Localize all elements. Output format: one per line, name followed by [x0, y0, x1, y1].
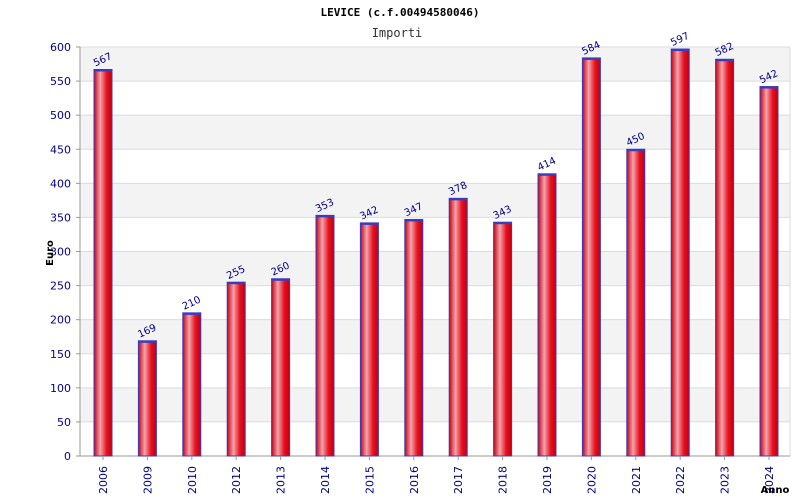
bar-top-edge [493, 222, 512, 225]
bar-rect [359, 222, 379, 457]
bar-top-edge [626, 149, 645, 152]
y-tick-label: 250 [50, 280, 71, 293]
bar-2017 [448, 197, 468, 457]
bar-2016 [404, 218, 424, 457]
bar-rect [715, 58, 735, 457]
bar-2009 [137, 340, 157, 457]
x-tick-label: 2020 [585, 466, 598, 494]
y-tick-label: 500 [50, 109, 71, 122]
bar-2022 [670, 48, 690, 457]
bar-rect [626, 148, 646, 457]
bar-rect [448, 197, 468, 457]
bar-2021 [626, 148, 646, 457]
bar-top-edge [182, 312, 201, 315]
bar-rect [182, 312, 202, 457]
bar-2023 [715, 58, 735, 457]
x-tick-label: 2023 [719, 466, 732, 494]
x-tick-label: 2006 [97, 466, 110, 494]
bar-value-label: 414 [536, 156, 558, 174]
x-tick-label: 2012 [230, 466, 243, 494]
chart-subtitle: Importi [372, 26, 423, 40]
y-tick-label: 450 [50, 143, 71, 156]
bar-rect [537, 173, 557, 457]
y-tick-label: 50 [57, 416, 71, 429]
y-tick-label: 300 [50, 246, 71, 259]
bar-2006 [93, 68, 113, 457]
bar-rect [404, 218, 424, 457]
x-tick-label: 2009 [141, 466, 154, 494]
y-axis-label: Euro [45, 240, 56, 266]
x-tick-label: 2019 [541, 466, 554, 494]
bar-top-edge [582, 57, 601, 60]
y-tick-label: 150 [50, 348, 71, 361]
x-tick-label: 2015 [363, 466, 376, 494]
bar-rect [226, 281, 246, 457]
bar-rect [759, 86, 779, 457]
bar-top-edge [271, 278, 290, 281]
bar-top-edge [760, 86, 778, 89]
x-axis-label: Anno [761, 485, 790, 496]
bar-2024 [759, 86, 779, 457]
chart-title: LEVICE (c.f.00494580046) [321, 6, 480, 19]
x-tick-label: 2024 [763, 466, 776, 494]
bar-top-edge [138, 340, 157, 343]
bar-top-edge [449, 198, 468, 201]
bar-top-edge [404, 219, 423, 222]
x-tick-label: 2022 [674, 466, 687, 494]
bar-2019 [537, 173, 557, 457]
y-tick-label: 200 [50, 314, 71, 327]
bar-value-label: 210 [181, 295, 203, 313]
bar-top-edge [227, 282, 246, 285]
bar-rect [493, 221, 513, 457]
x-tick-label: 2013 [275, 466, 288, 494]
bar-top-edge [94, 69, 112, 72]
x-tick-label: 2018 [497, 466, 510, 494]
bar-rect [137, 340, 157, 457]
bar-2010 [182, 312, 202, 457]
y-axis-ticks: 0 50 100 150 200 250 300 350 400 450 500 550 600 [50, 41, 80, 463]
y-tick-label: 550 [50, 75, 71, 88]
bar-value-label: 597 [669, 31, 691, 49]
bar-top-edge [538, 173, 556, 176]
bar-rect [93, 68, 113, 457]
x-axis-ticks: 2006 2009 2010 2012 2013 2014 2015 2016 2017 2018… [97, 456, 776, 494]
x-tick-label: 2017 [452, 466, 465, 494]
bar-2012 [226, 281, 246, 457]
bar-rect [315, 214, 335, 457]
y-tick-label: 400 [50, 177, 71, 190]
bar-rect [271, 278, 291, 457]
bar-top-edge [671, 49, 690, 52]
bar-2014 [315, 214, 335, 457]
bar-rect [581, 57, 601, 457]
x-tick-label: 2021 [630, 466, 643, 494]
x-tick-label: 2016 [408, 466, 421, 494]
bar-2013 [271, 278, 291, 457]
bar-top-edge [360, 222, 379, 225]
bar-top-edge [715, 59, 734, 62]
y-tick-label: 350 [50, 211, 71, 224]
bar-2015 [359, 222, 379, 457]
x-tick-label: 2014 [319, 466, 332, 494]
y-tick-label: 600 [50, 41, 71, 54]
x-tick-label: 2010 [186, 466, 199, 494]
bar-top-edge [316, 215, 334, 218]
bar-rect [670, 48, 690, 457]
bar-2020 [581, 57, 601, 457]
y-tick-label: 100 [50, 382, 71, 395]
bar-2018 [493, 221, 513, 457]
y-tick-label: 0 [64, 450, 71, 463]
